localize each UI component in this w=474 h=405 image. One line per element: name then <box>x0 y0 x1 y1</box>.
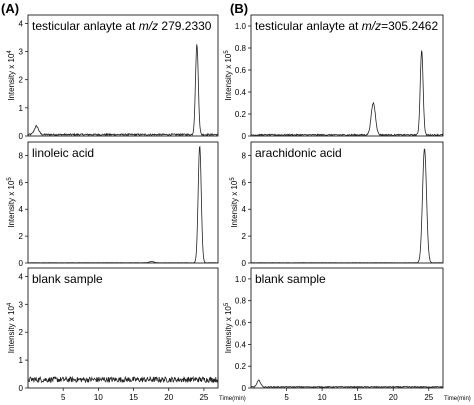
y-tick-label: 0 <box>19 259 24 268</box>
panel-letter-b: (B) <box>230 1 248 16</box>
title-italic-mz: m/z <box>139 19 158 33</box>
panel-title: blank sample <box>32 272 103 286</box>
y-tick-label: 6 <box>242 178 247 187</box>
y-tick-label: 1.0 <box>235 22 247 31</box>
plot-frame <box>250 141 444 264</box>
series-line-trace <box>250 50 444 137</box>
y-tick-label: 3 <box>19 300 24 309</box>
y-tick-label: 4 <box>242 205 247 214</box>
y-tick-label: 4 <box>19 272 24 281</box>
x-tick-label: 5 <box>61 393 66 402</box>
plot-frame <box>27 141 219 264</box>
chart-panel-a2: linoleic acid 0 2 4 6 8 Intensity x 105 <box>7 141 219 268</box>
plot-frame <box>27 267 219 389</box>
y-tick-label: 0.4 <box>235 340 247 349</box>
x-tick-label: 25 <box>199 393 208 402</box>
y-tick-label: 4 <box>19 205 24 214</box>
y-tick-label: 2 <box>19 328 24 337</box>
x-tick-label: 5 <box>284 393 289 402</box>
series-line-trace <box>250 379 444 389</box>
x-tick-label: 25 <box>424 393 433 402</box>
y-tick-label: 0.2 <box>235 110 247 119</box>
y-tick-label: 0 <box>242 259 247 268</box>
y-tick-label: 8 <box>19 151 24 160</box>
y-tick-label: 4 <box>19 19 24 28</box>
y-tick-label: 0.4 <box>235 88 247 97</box>
plot-frame <box>27 14 219 137</box>
series-line-trace <box>250 148 444 264</box>
y-axis-exponent: 5 <box>230 177 236 181</box>
chart-panel-b1: testicular anlayte at m/z=305.2462 0 0.2 0.… <box>224 14 444 141</box>
y-tick-label: 3 <box>19 48 24 57</box>
title-prefix: testicular anlayte at <box>32 19 139 33</box>
panel-title: testicular anlayte at m/z 279.2330 <box>32 19 212 33</box>
title-prefix: testicular anlayte at <box>255 19 362 33</box>
plot-frame <box>250 267 444 389</box>
chart-panel-b2: arachidonic acid 0 2 4 6 8 Intensity x 105 <box>230 141 444 268</box>
y-axis-exponent: 5 <box>7 177 13 181</box>
series-line-trace <box>27 145 219 264</box>
panel-title: testicular anlayte at m/z=305.2462 <box>255 19 438 33</box>
x-axis-unit-label: Time(min) <box>219 396 246 402</box>
y-axis-label: Intensity x 105 <box>7 177 16 228</box>
y-tick-label: 2 <box>19 232 24 241</box>
y-tick-label: 0.2 <box>235 362 247 371</box>
series-line-trace <box>27 44 219 137</box>
y-axis-label-base: Intensity x 10 <box>7 53 16 101</box>
chart-panels: testicular anlayte at m/z 279.233001234I… <box>7 14 471 402</box>
title-suffix: 279.2330 <box>158 19 212 33</box>
panel-letter-a: (A) <box>1 1 19 16</box>
y-tick-label: 8 <box>242 151 247 160</box>
title-italic-mz: m/z <box>362 19 381 33</box>
y-tick-label: 0.8 <box>235 297 247 306</box>
y-tick-label: 0.8 <box>235 44 247 53</box>
y-tick-label: 0.6 <box>235 319 247 328</box>
x-axis-unit-label: Time(min) <box>444 396 471 402</box>
y-tick-label: 0 <box>19 132 24 141</box>
y-axis-label-base: Intensity x 10 <box>224 53 233 101</box>
chart-panel-a1: testicular anlayte at m/z 279.233001234I… <box>7 14 219 141</box>
x-tick-label: 20 <box>164 393 173 402</box>
y-axis-label-base: Intensity x 10 <box>7 306 16 354</box>
x-tick-label: 20 <box>389 393 398 402</box>
y-tick-label: 0 <box>242 384 247 393</box>
y-axis-label: Intensity x 105 <box>224 302 233 353</box>
y-axis-exponent: 5 <box>224 50 230 54</box>
y-axis-label: Intensity x 105 <box>230 177 239 228</box>
x-tick-label: 10 <box>318 393 327 402</box>
plot-frame <box>250 14 444 137</box>
y-axis-label-base: Intensity x 10 <box>224 306 233 354</box>
y-axis-label-base: Intensity x 10 <box>7 180 16 228</box>
x-tick-label: 15 <box>129 393 138 402</box>
y-tick-label: 6 <box>19 178 24 187</box>
panel-title: blank sample <box>255 272 326 286</box>
panel-title: linoleic acid <box>32 146 94 160</box>
title-suffix: =305.2462 <box>381 19 438 33</box>
y-tick-label: 2 <box>242 232 247 241</box>
y-tick-label: 1 <box>19 356 24 365</box>
x-tick-label: 15 <box>353 393 362 402</box>
y-tick-label: 0 <box>19 384 24 393</box>
y-axis-label: Intensity x 104 <box>7 302 16 353</box>
y-tick-label: 2 <box>19 76 24 85</box>
y-axis-label: Intensity x 104 <box>7 50 16 101</box>
y-axis-exponent: 4 <box>7 50 13 54</box>
chart-panel-b3: blank sample 0 0.2 0.4 0.6 0.8 1.0 Intensity x … <box>224 267 471 402</box>
x-tick-label: 10 <box>94 393 103 402</box>
y-tick-label: 0.6 <box>235 66 247 75</box>
y-tick-label: 1 <box>19 104 24 113</box>
y-tick-label: 1.0 <box>235 275 247 284</box>
y-axis-label: Intensity x 105 <box>224 50 233 101</box>
y-axis-label-base: Intensity x 10 <box>230 180 239 228</box>
y-axis-exponent: 5 <box>224 302 230 306</box>
y-tick-label: 0 <box>242 132 247 141</box>
y-axis-exponent: 4 <box>7 302 13 306</box>
series-line-trace <box>27 375 219 384</box>
panel-title: arachidonic acid <box>255 146 342 160</box>
